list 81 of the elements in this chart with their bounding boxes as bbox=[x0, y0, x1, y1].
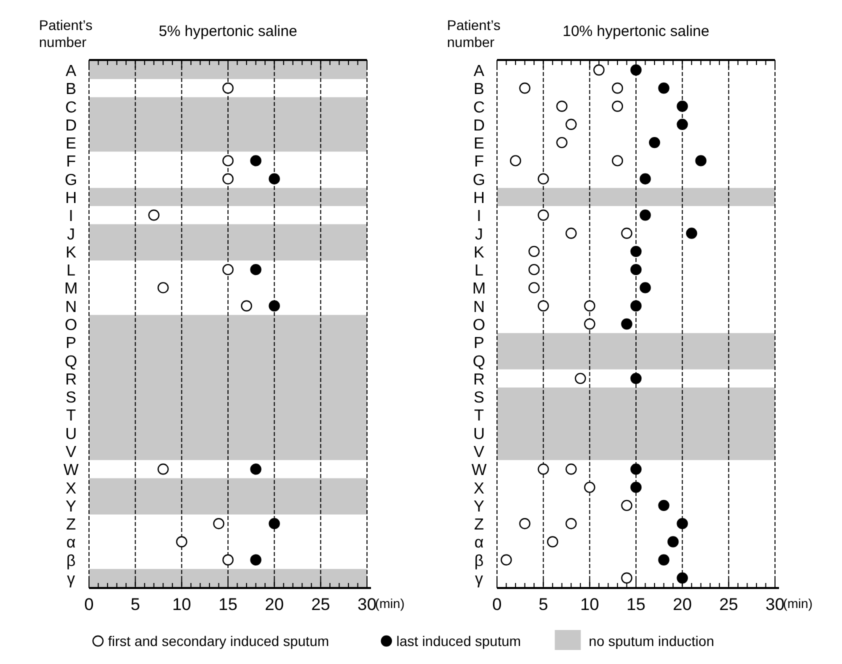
y-tick-label: F bbox=[66, 154, 76, 171]
y-tick-label: V bbox=[474, 444, 485, 462]
y-tick-label: P bbox=[474, 335, 484, 352]
y-tick-label: U bbox=[473, 426, 485, 443]
y-tick-label: P bbox=[66, 335, 76, 352]
y-tick-label: B bbox=[474, 81, 484, 98]
y-tick-label: H bbox=[65, 190, 77, 207]
y-tick-label: D bbox=[65, 117, 77, 134]
y-tick-label: U bbox=[65, 426, 77, 443]
legend-label: no sputum induction bbox=[588, 633, 714, 649]
x-axis-title: (min) bbox=[375, 596, 405, 611]
y-tick-label: M bbox=[64, 280, 78, 298]
x-tick-label: 5 bbox=[130, 595, 140, 614]
y-tick-label: O bbox=[64, 317, 78, 334]
y-tick-label: O bbox=[472, 317, 486, 334]
y-tick-label: C bbox=[473, 99, 485, 116]
y-tick-label: H bbox=[473, 190, 485, 207]
y-tick-label: I bbox=[68, 208, 74, 226]
y-tick-label: J bbox=[475, 226, 483, 244]
x-tick-label: 25 bbox=[311, 595, 330, 614]
y-tick-label: A bbox=[474, 62, 485, 80]
y-tick-label: S bbox=[474, 390, 484, 407]
y-tick-label: β bbox=[474, 552, 484, 570]
x-tick-label: 10 bbox=[172, 595, 192, 614]
y-tick-label: β bbox=[66, 552, 76, 570]
y-tick-label: M bbox=[472, 280, 486, 298]
y-tick-label: E bbox=[474, 136, 484, 153]
y-tick-label: Z bbox=[66, 516, 76, 534]
x-tick-label: 0 bbox=[84, 595, 94, 614]
y-tick-label: S bbox=[66, 390, 76, 407]
y-tick-label: D bbox=[473, 117, 485, 134]
y-tick-label: K bbox=[66, 244, 77, 262]
y-tick-label: B bbox=[66, 81, 76, 98]
y-tick-label: N bbox=[65, 298, 77, 316]
y-axis-title: Patient’s number bbox=[39, 17, 92, 50]
y-axis-title: Patient’s number bbox=[447, 17, 500, 50]
y-tick-label: F bbox=[474, 154, 484, 171]
y-tick-label: L bbox=[474, 262, 484, 280]
y-tick-label: E bbox=[66, 136, 76, 153]
y-tick-label: W bbox=[63, 462, 80, 480]
x-tick-label: 20 bbox=[264, 595, 284, 614]
y-tick-label: R bbox=[473, 371, 485, 388]
y-tick-label: Q bbox=[472, 353, 486, 370]
y-tick-label: X bbox=[66, 480, 77, 498]
y-tick-label: A bbox=[66, 62, 77, 80]
x-tick-label: 10 bbox=[580, 595, 600, 614]
x-tick-label: 20 bbox=[672, 595, 692, 614]
y-tick-label: W bbox=[471, 462, 488, 480]
y-tick-label: R bbox=[65, 371, 77, 388]
y-tick-label: G bbox=[472, 172, 486, 189]
y-tick-label: Y bbox=[66, 498, 77, 516]
y-tick-label: V bbox=[66, 444, 77, 462]
x-tick-label: 5 bbox=[538, 595, 548, 614]
y-tick-label: T bbox=[474, 408, 484, 425]
y-tick-label: γ bbox=[475, 571, 483, 588]
y-tick-label: J bbox=[67, 226, 75, 244]
y-tick-label: K bbox=[474, 244, 485, 262]
y-tick-label: γ bbox=[67, 571, 75, 588]
y-tick-label: Y bbox=[474, 498, 485, 516]
x-tick-label: 0 bbox=[492, 595, 502, 614]
x-axis-title: (min) bbox=[783, 596, 813, 611]
y-tick-label: N bbox=[473, 298, 485, 316]
y-tick-label: I bbox=[476, 208, 482, 226]
legend-label: first and secondary induced sputum bbox=[108, 633, 330, 649]
legend-label: last induced sputum bbox=[396, 633, 521, 649]
chart-title: 10% hypertonic saline bbox=[562, 23, 710, 40]
y-tick-label: G bbox=[64, 172, 78, 189]
y-tick-label: Q bbox=[64, 353, 78, 370]
x-tick-label: 15 bbox=[218, 595, 238, 614]
y-tick-label: C bbox=[65, 99, 77, 116]
y-tick-label: T bbox=[66, 408, 76, 425]
y-tick-label: L bbox=[66, 262, 76, 280]
x-tick-label: 30 bbox=[358, 595, 376, 614]
y-tick-label: X bbox=[474, 480, 485, 498]
y-tick-label: α bbox=[66, 534, 76, 552]
y-tick-label: α bbox=[474, 534, 484, 552]
chart-title: 5% hypertonic saline bbox=[158, 23, 298, 40]
x-tick-label: 30 bbox=[766, 595, 784, 614]
x-tick-label: 15 bbox=[626, 595, 646, 614]
y-tick-label: Z bbox=[474, 516, 484, 534]
x-tick-label: 25 bbox=[719, 595, 738, 614]
